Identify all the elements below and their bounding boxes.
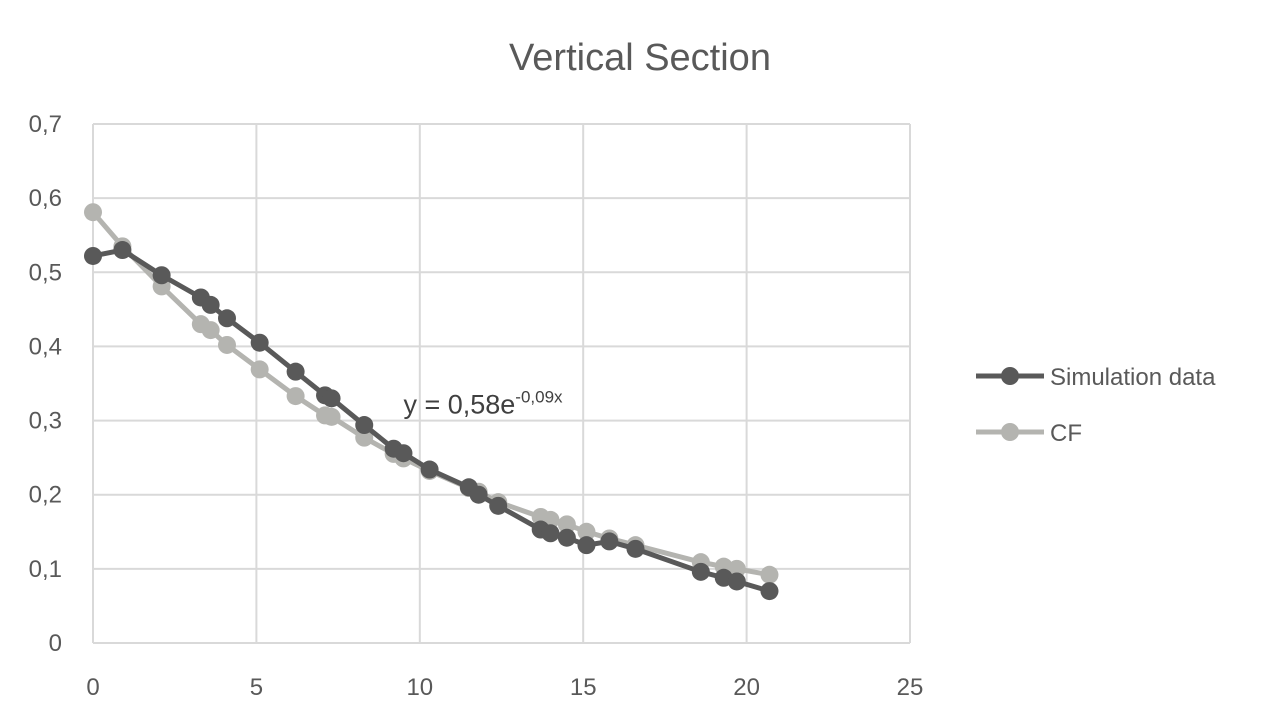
legend-item: Simulation data: [976, 364, 1216, 391]
data-point: [355, 428, 374, 447]
y-tick-label: 0,5: [29, 259, 62, 286]
legend-label: CF: [1050, 420, 1082, 447]
data-point: [201, 321, 220, 340]
series-layer: [84, 203, 779, 601]
data-point: [760, 582, 779, 601]
y-tick-label: 0,2: [29, 482, 62, 509]
y-tick-label: 0,1: [29, 556, 62, 583]
data-point: [577, 536, 596, 555]
data-point: [577, 522, 596, 541]
x-tick-label: 10: [406, 674, 433, 701]
y-tick-label: 0: [49, 630, 62, 657]
data-point: [489, 496, 508, 515]
data-point: [322, 389, 341, 408]
data-point: [394, 444, 413, 463]
data-point: [760, 565, 779, 584]
data-point: [84, 203, 102, 222]
legend-marker: [1001, 367, 1019, 385]
data-point: [600, 532, 619, 551]
equation-exponent: -0,09x: [515, 388, 563, 407]
data-point: [420, 460, 439, 479]
y-tick-label: 0,3: [29, 408, 62, 435]
legend-label: Simulation data: [1050, 364, 1216, 391]
data-point: [217, 309, 236, 328]
data-point: [250, 333, 269, 352]
data-point: [469, 485, 488, 504]
legend-marker: [1001, 423, 1019, 441]
data-point: [286, 362, 305, 381]
x-tick-label: 0: [86, 674, 99, 701]
trendline-equation: y = 0,58e-0,09x: [403, 388, 563, 420]
series-0: [84, 241, 779, 601]
tick-labels: 0 5 10 15 20 25 0 0,1 0,2 0,3 0,4 0,5 0,6 0,7: [29, 111, 924, 701]
data-point: [727, 559, 746, 578]
data-point: [152, 266, 171, 285]
data-point: [557, 528, 576, 547]
x-tick-label: 15: [570, 674, 597, 701]
data-point: [84, 246, 102, 265]
legend-item: CF: [976, 420, 1082, 447]
data-point: [286, 387, 305, 406]
data-point: [557, 515, 576, 534]
data-point: [201, 295, 220, 314]
chart-title: Vertical Section: [509, 37, 771, 79]
data-point: [541, 524, 560, 543]
equation-prefix: y = 0,58e: [403, 390, 515, 420]
x-tick-label: 25: [897, 674, 924, 701]
grid: [92, 123, 911, 644]
data-point: [355, 416, 374, 435]
x-tick-label: 5: [250, 674, 263, 701]
data-point: [727, 572, 746, 591]
data-point: [626, 539, 645, 558]
x-tick-label: 20: [733, 674, 760, 701]
data-point: [113, 241, 132, 260]
data-point: [322, 407, 341, 426]
y-tick-label: 0,7: [29, 111, 62, 138]
y-tick-label: 0,6: [29, 185, 62, 212]
data-point: [217, 335, 236, 354]
y-tick-label: 0,4: [29, 333, 62, 360]
legend: Simulation data CF: [976, 364, 1216, 447]
data-point: [250, 360, 269, 379]
data-point: [691, 562, 710, 581]
